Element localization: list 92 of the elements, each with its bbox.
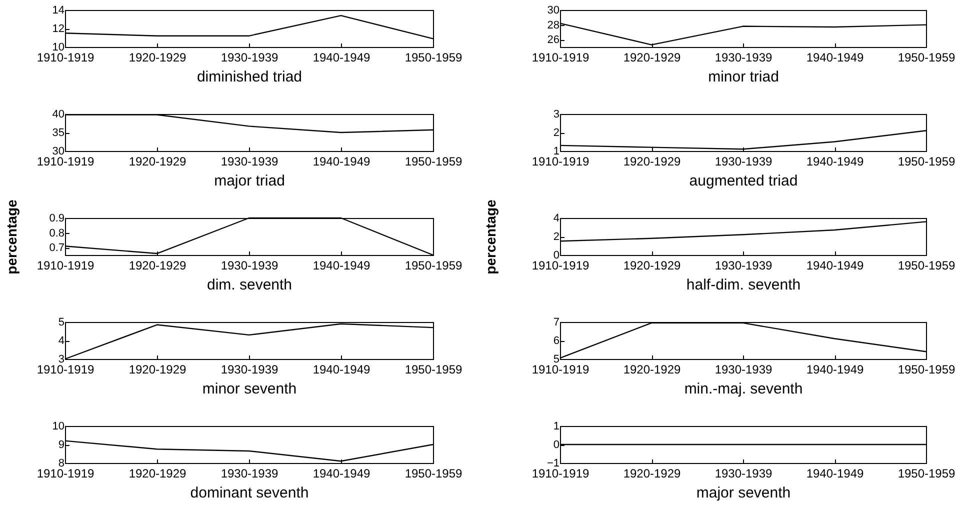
y-axis-title: percentage [4,199,20,274]
x-tick-label: 1940-1949 [806,154,864,168]
x-tick-label: 1920-1929 [623,154,682,168]
x-tick-label: 1920-1929 [128,466,187,480]
x-tick-label: 1950-1959 [404,50,463,64]
x-tick-label: 1940-1949 [312,50,371,64]
x-axis-title: half-dim. seventh [686,276,801,294]
x-axis-title: minor seventh [202,380,297,398]
y-tick-label: 30 [547,4,560,16]
y-tick-label: 1 [553,420,560,432]
x-tick-label: 1930-1939 [714,362,773,376]
x-axis-title: dim. seventh [206,276,292,294]
y-tick-label: 30 [52,146,64,158]
x-tick-label: 1930-1939 [714,466,773,480]
x-tick-label: 1910-1919 [532,50,590,64]
x-tick-label: 1950-1959 [898,362,956,376]
y-tick-label: 4 [553,212,560,224]
y-tick-label: 0.9 [49,212,64,224]
x-tick-label: 1910-1919 [36,50,95,64]
x-axis-title: augmented triad [689,172,798,190]
x-axis-title: min.-maj. seventh [684,380,803,398]
y-tick-label: 0.8 [49,227,64,240]
x-tick-label: 1950-1959 [404,154,463,168]
x-tick-label: 1910-1919 [36,362,95,376]
y-tick-label: −1 [546,458,560,470]
y-tick-label: 40 [52,108,64,120]
x-tick-label: 1940-1949 [806,362,864,376]
x-tick-label: 1950-1959 [404,258,463,272]
y-tick-label: 7 [553,316,560,328]
x-tick-label: 1950-1959 [404,362,463,376]
x-tick-label: 1940-1949 [806,50,864,64]
y-tick-label: 1 [553,146,560,158]
x-tick-label: 1920-1929 [128,362,187,376]
x-tick-label: 1930-1939 [220,466,279,480]
x-tick-label: 1920-1929 [128,258,187,272]
x-tick-label: 1920-1929 [623,258,682,272]
x-axis-title: diminished triad [196,68,302,86]
x-tick-label: 1950-1959 [898,154,956,168]
y-tick-label: 5 [58,316,64,328]
x-tick-label: 1910-1919 [36,258,95,272]
x-tick-label: 1940-1949 [806,258,864,272]
x-tick-label: 1910-1919 [532,362,590,376]
x-tick-label: 1940-1949 [806,466,864,480]
y-tick-label: 2 [553,231,560,243]
y-tick-label: 5 [553,354,560,366]
y-tick-label: 10 [52,42,64,54]
x-tick-label: 1930-1939 [714,154,773,168]
y-tick-label: 12 [52,23,64,35]
x-tick-label: 1950-1959 [898,50,956,64]
x-tick-label: 1930-1939 [220,50,279,64]
x-axis-title: major seventh [696,484,791,502]
x-tick-label: 1910-1919 [532,466,590,480]
x-tick-label: 1920-1929 [623,362,682,376]
x-tick-label: 1910-1919 [36,154,95,168]
x-tick-label: 1930-1939 [220,362,279,376]
y-tick-label: 2 [553,127,560,139]
x-tick-label: 1950-1959 [898,466,956,480]
x-tick-label: 1930-1939 [714,258,773,272]
x-axis-title: minor triad [708,68,779,86]
y-tick-label: 0.7 [49,242,64,254]
y-tick-label: 3 [553,108,560,120]
y-tick-label: 10 [52,420,64,432]
x-tick-label: 1940-1949 [312,362,371,376]
x-tick-label: 1920-1929 [128,154,187,168]
x-tick-label: 1940-1949 [312,466,371,480]
x-tick-label: 1920-1929 [623,50,682,64]
x-tick-label: 1920-1929 [623,466,682,480]
y-tick-label: 8 [58,458,64,470]
y-tick-label: 4 [58,335,64,347]
x-tick-label: 1910-1919 [532,154,590,168]
y-tick-label: 0 [553,439,560,451]
y-tick-label: 9 [58,439,64,451]
x-axis-title: dominant seventh [190,484,309,502]
y-tick-label: 26 [547,34,560,46]
y-axis-title: percentage [482,199,498,274]
y-tick-label: 14 [52,4,64,16]
x-tick-label: 1910-1919 [36,466,95,480]
y-tick-label: 3 [58,354,64,366]
x-tick-label: 1920-1929 [128,50,187,64]
x-tick-label: 1910-1919 [532,258,590,272]
x-tick-label: 1930-1939 [220,154,279,168]
y-tick-label: 6 [553,335,560,347]
y-tick-label: 0 [553,250,560,262]
x-tick-label: 1940-1949 [312,258,371,272]
y-tick-label: 28 [547,19,560,32]
x-tick-label: 1950-1959 [898,258,956,272]
x-axis-title: major triad [214,172,285,190]
x-tick-label: 1930-1939 [714,50,773,64]
x-tick-label: 1930-1939 [220,258,279,272]
y-tick-label: 35 [52,127,64,139]
x-tick-label: 1940-1949 [312,154,371,168]
x-tick-label: 1950-1959 [404,466,463,480]
